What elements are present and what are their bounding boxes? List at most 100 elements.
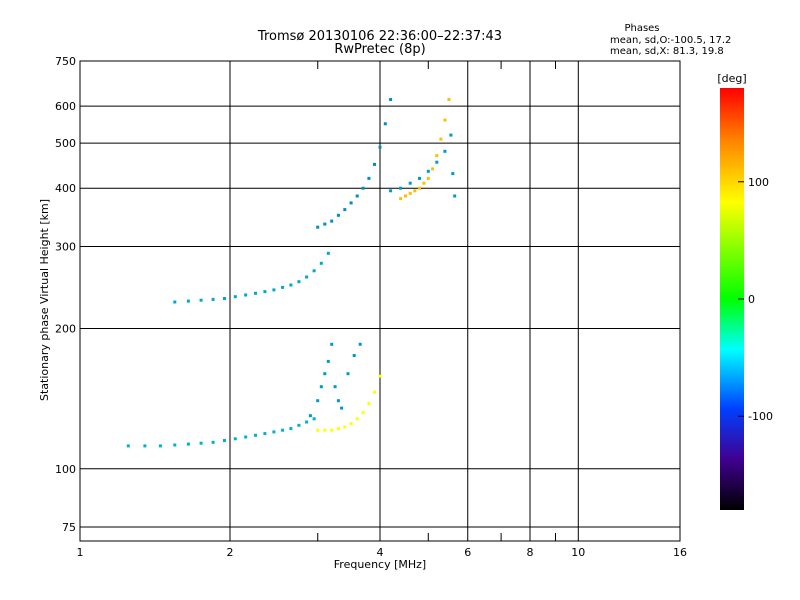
data-point bbox=[383, 122, 387, 126]
data-point bbox=[272, 288, 276, 292]
data-point bbox=[451, 172, 455, 176]
data-point bbox=[323, 428, 327, 432]
data-point bbox=[186, 299, 190, 303]
data-point bbox=[330, 219, 334, 223]
data-point bbox=[404, 194, 407, 198]
data-point bbox=[408, 181, 412, 185]
data-point bbox=[355, 194, 359, 198]
data-point bbox=[426, 169, 430, 173]
x-tick-label: 8 bbox=[527, 546, 534, 559]
data-point bbox=[346, 372, 350, 376]
data-point bbox=[373, 390, 376, 394]
data-point bbox=[272, 430, 276, 434]
data-point bbox=[418, 186, 421, 190]
data-point bbox=[422, 181, 426, 185]
data-point bbox=[316, 428, 320, 432]
data-point bbox=[378, 374, 382, 378]
data-point bbox=[349, 422, 353, 426]
data-point bbox=[333, 385, 337, 389]
data-point bbox=[453, 194, 457, 198]
data-point bbox=[289, 427, 293, 431]
data-point bbox=[435, 154, 439, 158]
data-point bbox=[199, 298, 203, 302]
data-point bbox=[211, 297, 215, 301]
data-point bbox=[319, 261, 323, 265]
data-point bbox=[211, 440, 215, 444]
legend-title: Phases bbox=[624, 23, 659, 34]
data-point bbox=[312, 269, 316, 273]
data-point bbox=[312, 417, 316, 421]
y-tick-label: 300 bbox=[55, 240, 76, 253]
data-point bbox=[361, 411, 365, 415]
data-point bbox=[378, 145, 382, 149]
data-point bbox=[199, 441, 203, 445]
data-points bbox=[126, 98, 457, 448]
data-point bbox=[323, 372, 327, 376]
data-point bbox=[367, 176, 371, 180]
x-tick-label: 1 bbox=[77, 546, 84, 559]
data-point bbox=[281, 428, 285, 432]
data-point bbox=[158, 444, 162, 448]
data-point bbox=[340, 406, 344, 410]
data-point bbox=[426, 176, 430, 180]
data-point bbox=[352, 354, 356, 357]
data-point bbox=[418, 176, 421, 180]
data-point bbox=[355, 417, 359, 421]
data-point bbox=[408, 191, 412, 195]
x-axis-label: Frequency [MHz] bbox=[334, 558, 426, 571]
colorbar-ticks: 100 0 -100 bbox=[738, 176, 773, 423]
data-point bbox=[330, 428, 334, 432]
data-point bbox=[173, 300, 177, 304]
x-tick-label: 10 bbox=[571, 546, 585, 559]
data-point bbox=[389, 98, 393, 101]
x-tick-label: 16 bbox=[673, 546, 687, 559]
data-point bbox=[305, 420, 309, 424]
y-axis-label: Stationary phase Virtual Height [km] bbox=[38, 199, 51, 401]
data-point bbox=[336, 213, 340, 217]
legend-line1: mean, sd,O:-100.5, 17.2 bbox=[610, 35, 731, 46]
data-point bbox=[254, 433, 257, 437]
data-point bbox=[330, 342, 334, 346]
data-point bbox=[447, 98, 451, 101]
y-tick-label: 75 bbox=[62, 521, 76, 534]
data-point bbox=[316, 225, 320, 229]
data-point bbox=[326, 359, 330, 363]
x-tick-label: 6 bbox=[464, 546, 471, 559]
data-point bbox=[343, 425, 347, 429]
data-point bbox=[443, 118, 447, 122]
data-point bbox=[399, 186, 403, 190]
data-point bbox=[358, 342, 362, 346]
data-point bbox=[233, 295, 237, 299]
data-point bbox=[308, 414, 312, 418]
data-point bbox=[367, 402, 371, 406]
data-point bbox=[223, 297, 226, 300]
colorbar-tick-label: -100 bbox=[748, 410, 773, 423]
data-point bbox=[336, 427, 340, 431]
y-tick-label: 500 bbox=[55, 137, 76, 150]
data-point bbox=[449, 133, 453, 137]
data-point bbox=[413, 189, 417, 193]
data-point bbox=[439, 137, 443, 141]
data-point bbox=[435, 160, 439, 164]
x-tick-label: 2 bbox=[227, 546, 234, 559]
data-point bbox=[361, 186, 365, 190]
data-point bbox=[319, 385, 323, 389]
data-point bbox=[336, 399, 340, 403]
data-point bbox=[244, 293, 248, 297]
y-tick-label: 400 bbox=[55, 182, 76, 195]
data-point bbox=[186, 442, 190, 446]
data-point bbox=[323, 222, 327, 226]
data-point bbox=[297, 423, 301, 427]
chart-title-line1: Tromsø 20130106 22:36:00–22:37:43 bbox=[257, 29, 502, 44]
axis-ticks: 1 2 4 6 8 10 16 75 100 200 300 400 500 600 750 bbox=[55, 55, 687, 559]
chart-title-line2: RwPretec (8p) bbox=[334, 42, 425, 57]
data-point bbox=[326, 251, 330, 255]
data-point bbox=[316, 399, 320, 403]
data-point bbox=[289, 283, 293, 287]
y-tick-label: 100 bbox=[55, 463, 76, 476]
data-point bbox=[233, 437, 237, 441]
data-point bbox=[305, 275, 309, 279]
data-point bbox=[126, 444, 130, 448]
